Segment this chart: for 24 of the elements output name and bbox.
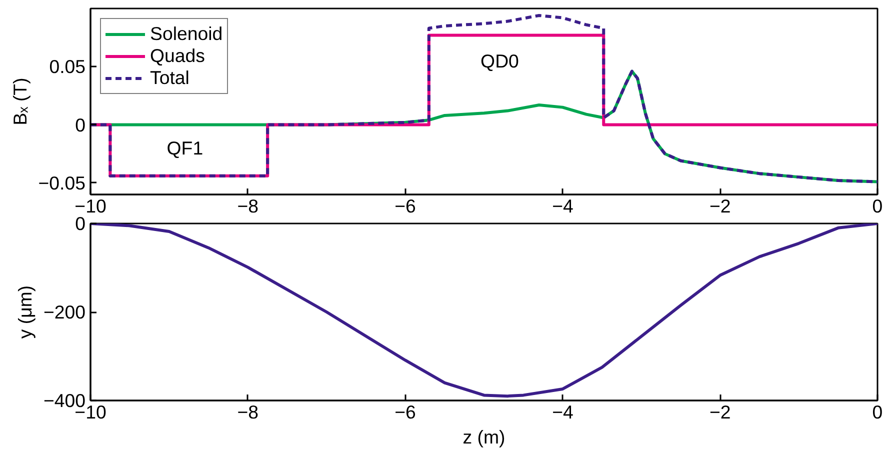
annotation: QD0 [480,50,519,72]
legend-label: Total [150,67,190,89]
line-series [90,14,878,184]
y-axis-title: y (μm) [14,285,36,339]
x-tick-label: −2 [709,196,731,216]
x-tick-label: −2 [709,402,731,422]
y-tick-label: −0.05 [38,172,86,194]
y-tick-label: 0.05 [49,56,86,78]
x-tick-label: −4 [552,196,574,216]
x-tick-label: −4 [552,402,574,422]
y-tick-label: −200 [43,302,86,322]
y-axis-title: Bₓ (T) [9,78,30,126]
x-tick-label: 0 [872,196,883,216]
line-series [90,224,878,398]
x-tick-label: −8 [237,196,259,216]
x-tick-label: −8 [237,402,259,422]
x-axis-title: z (m) [462,426,506,448]
x-tick-label: −6 [394,196,416,216]
x-tick-label: 0 [872,402,883,422]
annotation: QF1 [166,138,204,158]
legend-label: Solenoid [150,23,223,45]
legend-label: Quads [150,45,205,67]
x-tick-label: −6 [394,402,416,422]
y-tick-label: 0 [75,114,86,136]
